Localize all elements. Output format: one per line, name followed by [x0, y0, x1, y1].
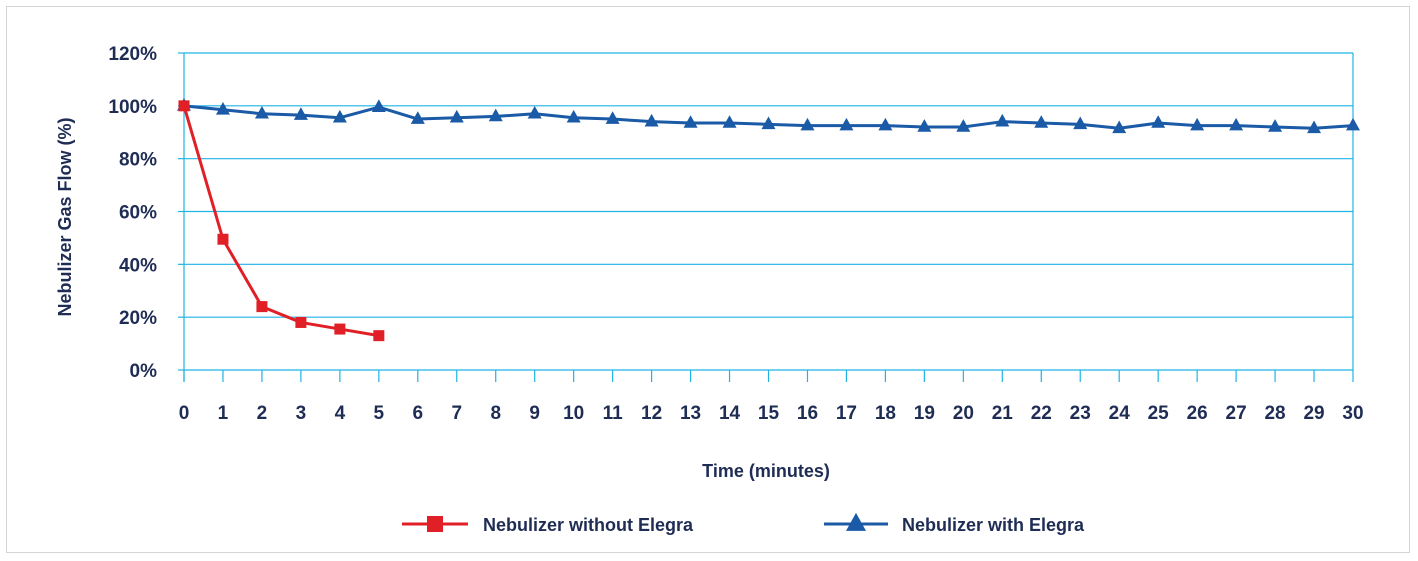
- x-tick-label: 29: [1303, 403, 1324, 424]
- legend: Nebulizer without Elegra Nebulizer with E…: [402, 512, 1085, 535]
- grid-lines: [178, 52, 1354, 382]
- x-tick-label: 17: [836, 403, 857, 424]
- x-tick-label: 9: [529, 403, 540, 424]
- x-tick-label: 1: [218, 403, 229, 424]
- x-tick-label: 22: [1031, 403, 1052, 424]
- axis-ticks: 0%20%40%60%80%100%120%0 1 2 3 4 5 6 7 8 9 10 11 12 13…: [108, 44, 1363, 424]
- data-point: [761, 116, 776, 130]
- data-point: [956, 119, 971, 132]
- series-without-elegra: [178, 100, 385, 342]
- y-tick-label: 40%: [119, 255, 157, 276]
- data-point: [1073, 116, 1088, 130]
- data-point: [373, 330, 385, 342]
- y-tick-label: 120%: [108, 44, 157, 65]
- x-tick-label: 10: [563, 403, 584, 424]
- data-point: [644, 113, 659, 127]
- x-tick-label: 28: [1264, 403, 1285, 424]
- x-tick-label: 4: [335, 403, 346, 424]
- data-point: [332, 109, 347, 123]
- series-line: [182, 105, 380, 338]
- data-point: [178, 100, 190, 112]
- data-point: [1307, 120, 1322, 134]
- data-point: [488, 108, 503, 122]
- data-point: [1346, 117, 1360, 131]
- data-point: [527, 105, 542, 119]
- data-point: [878, 117, 893, 131]
- x-tick-label: 12: [641, 403, 662, 424]
- data-point: [371, 99, 386, 112]
- y-tick-label: 80%: [119, 150, 157, 171]
- x-tick-label: 25: [1148, 403, 1170, 424]
- x-tick-label: 26: [1187, 403, 1208, 424]
- data-point: [839, 117, 854, 131]
- x-tick-label: 30: [1342, 403, 1363, 424]
- legend-label: Nebulizer with Elegra: [902, 515, 1085, 535]
- series-layer: [177, 98, 1360, 342]
- x-tick-label: 0: [179, 403, 190, 424]
- data-point: [605, 111, 620, 124]
- x-tick-label: 8: [490, 403, 501, 424]
- data-point: [1229, 117, 1244, 131]
- x-axis-title: Time (minutes): [702, 461, 830, 481]
- data-point: [334, 323, 346, 335]
- data-point: [1112, 120, 1127, 134]
- data-point: [215, 101, 230, 115]
- data-point: [254, 105, 269, 119]
- data-point: [566, 109, 581, 123]
- data-point: [995, 113, 1010, 127]
- y-tick-label: 0%: [130, 361, 158, 382]
- x-tick-label: 15: [758, 403, 780, 424]
- x-tick-label: 20: [953, 403, 974, 424]
- data-point: [1190, 117, 1205, 131]
- data-point: [722, 115, 737, 128]
- data-point: [449, 109, 464, 123]
- data-point: [1034, 115, 1049, 128]
- data-point: [1268, 119, 1283, 132]
- x-tick-label: 21: [992, 403, 1014, 424]
- data-point: [800, 117, 815, 131]
- data-point: [683, 115, 698, 128]
- x-tick-label: 2: [257, 403, 268, 424]
- data-point: [410, 111, 425, 124]
- legend-label: Nebulizer without Elegra: [483, 515, 694, 535]
- x-tick-label: 24: [1109, 403, 1131, 424]
- x-tick-label: 13: [680, 403, 701, 424]
- x-tick-label: 23: [1070, 403, 1091, 424]
- x-tick-label: 18: [875, 403, 896, 424]
- y-tick-label: 20%: [119, 308, 157, 329]
- data-point: [293, 107, 308, 120]
- x-tick-label: 27: [1226, 403, 1247, 424]
- legend-marker: [846, 512, 866, 531]
- data-point: [256, 301, 268, 313]
- x-tick-label: 14: [719, 403, 741, 424]
- chart-frame: [6, 6, 1410, 553]
- x-tick-label: 3: [296, 403, 307, 424]
- x-tick-label: 5: [374, 403, 385, 424]
- x-tick-label: 19: [914, 403, 935, 424]
- y-axis-title: Nebulizer Gas Flow (%): [55, 117, 75, 316]
- data-point: [217, 233, 229, 245]
- data-point: [917, 119, 932, 132]
- data-point: [1151, 115, 1166, 128]
- data-point: [295, 316, 307, 328]
- legend-item: Nebulizer without Elegra: [402, 515, 694, 535]
- x-tick-label: 11: [603, 403, 624, 424]
- x-tick-label: 6: [413, 403, 424, 424]
- y-tick-label: 60%: [119, 203, 157, 224]
- legend-marker: [427, 516, 443, 532]
- legend-item: Nebulizer with Elegra: [824, 512, 1085, 535]
- series-with-elegra: [177, 98, 1360, 134]
- x-tick-label: 16: [797, 403, 818, 424]
- y-tick-label: 100%: [108, 97, 157, 118]
- x-tick-label: 7: [451, 403, 462, 424]
